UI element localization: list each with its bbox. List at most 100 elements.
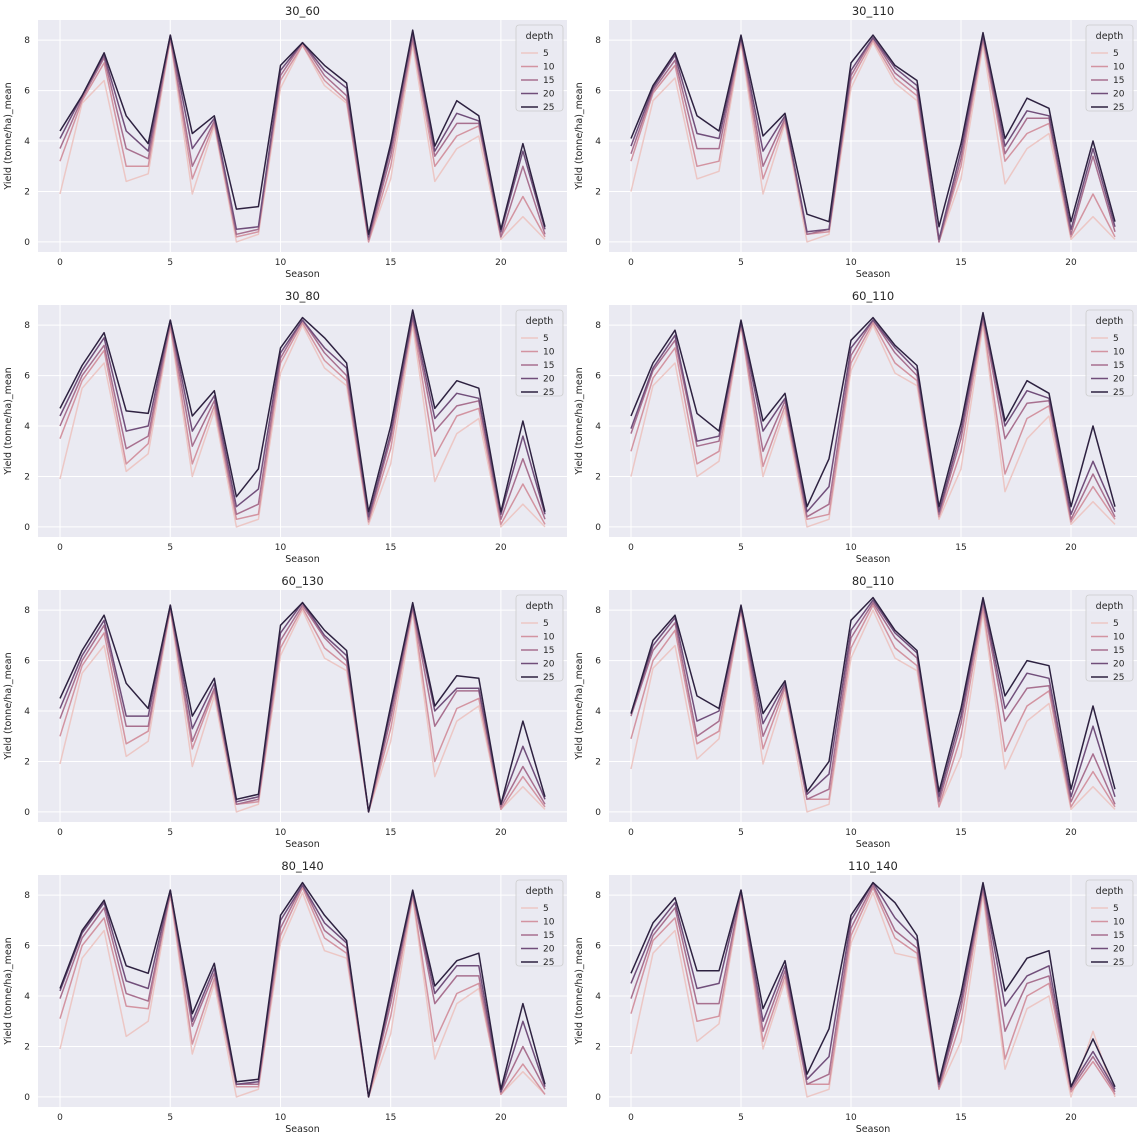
legend-entry: 10 — [543, 348, 555, 358]
series-line-depth-10 — [630, 39, 1116, 243]
series-line-depth-15 — [59, 604, 546, 813]
x-axis-label: Season — [285, 839, 319, 850]
plot-area — [38, 20, 567, 252]
x-tick-label: 10 — [275, 1113, 287, 1123]
y-tick-label: 4 — [24, 422, 30, 432]
x-tick-label: 15 — [955, 543, 966, 553]
y-tick-label: 6 — [24, 942, 30, 952]
series-line-depth-25 — [630, 881, 1116, 1088]
legend-entry: 10 — [1113, 63, 1125, 73]
series-line-depth-5 — [630, 891, 1116, 1098]
y-tick-label: 4 — [595, 992, 601, 1002]
legend-entry: 10 — [543, 633, 555, 643]
x-tick-label: 0 — [628, 258, 634, 268]
legend-entry: 25 — [1113, 388, 1124, 398]
x-tick-label: 20 — [1065, 543, 1077, 553]
series-line-depth-10 — [630, 886, 1116, 1095]
y-axis-label: Yield (tonne/ha)_mean — [574, 82, 585, 190]
y-tick-label: 6 — [595, 87, 601, 97]
y-axis-label: Yield (tonne/ha)_mean — [574, 367, 585, 475]
y-tick-label: 0 — [24, 808, 30, 818]
y-tick-label: 2 — [595, 472, 601, 482]
y-tick-label: 2 — [595, 187, 601, 197]
legend-box — [515, 594, 564, 682]
legend: depth 5 10 15 20 25 — [515, 879, 564, 968]
x-tick-label: 15 — [955, 1113, 966, 1123]
subplot-60_130: 0 5 10 15 20 0 2 4 6 8 60_130 Season Yield (tonne/ha… — [3, 574, 567, 850]
x-tick-label: 10 — [845, 828, 857, 838]
legend-title: depth — [1096, 886, 1124, 897]
x-tick-label: 0 — [57, 1113, 63, 1123]
y-tick-label: 0 — [595, 1093, 601, 1103]
y-tick-label: 8 — [24, 36, 30, 46]
plot-area — [38, 590, 567, 822]
legend-entry: 20 — [1113, 375, 1125, 385]
legend-title: depth — [1096, 601, 1124, 612]
x-tick-label: 5 — [167, 828, 173, 838]
y-tick-label: 8 — [24, 606, 30, 616]
x-axis-label: Season — [856, 1124, 890, 1135]
series-line-depth-5 — [630, 41, 1116, 243]
x-tick-label: 5 — [738, 828, 744, 838]
legend-entry: 15 — [543, 361, 554, 371]
x-tick-label: 20 — [1065, 828, 1077, 838]
legend-entry: 15 — [1113, 361, 1124, 371]
legend-entry: 15 — [543, 646, 554, 656]
x-tick-label: 0 — [57, 258, 63, 268]
x-tick-label: 10 — [845, 543, 857, 553]
series-line-depth-5 — [630, 324, 1116, 528]
y-tick-label: 6 — [595, 372, 601, 382]
legend-box — [1085, 594, 1134, 682]
series-line-depth-20 — [59, 884, 546, 1098]
legend: depth 5 10 15 20 25 — [515, 24, 564, 113]
x-axis-label: Season — [285, 269, 319, 280]
legend: depth 5 10 15 20 25 — [515, 309, 564, 398]
series-line-depth-5 — [59, 891, 546, 1098]
series-line-depth-10 — [630, 604, 1116, 808]
legend-entry: 20 — [543, 660, 555, 670]
x-tick-label: 20 — [495, 258, 507, 268]
legend-entry: 25 — [1113, 958, 1124, 968]
subplot-title: 80_110 — [852, 574, 894, 588]
y-axis-label: Yield (tonne/ha)_mean — [3, 367, 14, 475]
legend-entry: 5 — [1113, 49, 1119, 59]
legend-entry: 25 — [1113, 103, 1124, 113]
x-tick-label: 0 — [57, 828, 63, 838]
legend-entry: 10 — [543, 63, 555, 73]
subplot-title: 60_110 — [852, 289, 894, 303]
y-tick-label: 8 — [595, 36, 601, 46]
y-tick-label: 0 — [595, 808, 601, 818]
series-line-depth-15 — [630, 884, 1116, 1093]
x-tick-label: 20 — [495, 543, 507, 553]
y-tick-label: 8 — [24, 321, 30, 331]
x-axis-label: Season — [856, 269, 890, 280]
series-line-depth-20 — [630, 599, 1116, 798]
subplot-title: 60_130 — [281, 574, 323, 588]
x-axis-label: Season — [285, 554, 319, 565]
legend-entry: 15 — [543, 76, 554, 86]
legend: depth 5 10 15 20 25 — [1085, 594, 1134, 683]
legend-entry: 25 — [543, 958, 554, 968]
x-tick-label: 20 — [1065, 1113, 1077, 1123]
x-tick-label: 15 — [385, 828, 396, 838]
y-tick-label: 6 — [595, 942, 601, 952]
legend-entry: 5 — [1113, 619, 1119, 629]
legend: depth 5 10 15 20 25 — [515, 594, 564, 683]
series-line-depth-25 — [630, 596, 1116, 793]
series-line-depth-5 — [59, 609, 546, 813]
subplot-110_140: 0 5 10 15 20 0 2 4 6 8 110_140 Season Yield (tonne/h… — [574, 859, 1137, 1135]
legend-entry: 5 — [543, 49, 549, 59]
x-tick-label: 5 — [167, 543, 173, 553]
x-tick-label: 10 — [845, 1113, 857, 1123]
x-tick-label: 10 — [275, 828, 287, 838]
x-tick-label: 0 — [57, 543, 63, 553]
x-axis-label: Season — [856, 839, 890, 850]
legend-box — [1085, 24, 1134, 112]
x-axis-label: Season — [856, 554, 890, 565]
legend-entry: 15 — [1113, 931, 1124, 941]
legend-entry: 25 — [543, 388, 554, 398]
x-tick-label: 0 — [628, 543, 634, 553]
subplot-30_110: 0 5 10 15 20 0 2 4 6 8 30_110 Season Yield (tonne/ha… — [574, 4, 1137, 280]
x-tick-label: 10 — [845, 258, 857, 268]
series-line-depth-20 — [59, 314, 546, 518]
